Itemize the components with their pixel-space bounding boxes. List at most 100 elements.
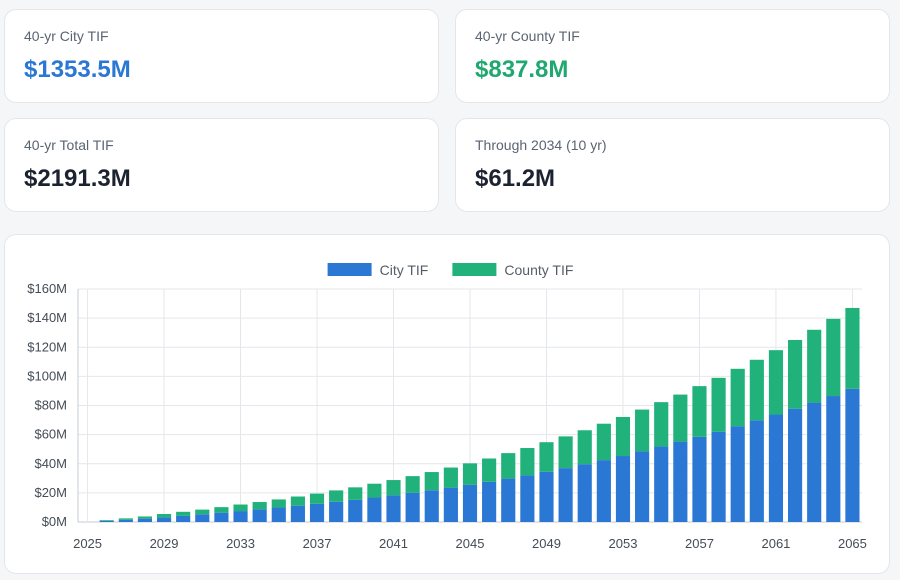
tif-stacked-bar-chart: $0M $20M $40M $60M $80M $100M $120M $140M $160M 2… bbox=[27, 262, 867, 551]
stat-card-county: 40-yr County TIF $837.8M bbox=[455, 9, 890, 103]
bar-segment bbox=[137, 516, 153, 519]
bar-segment bbox=[635, 409, 650, 452]
bar-segment bbox=[501, 453, 516, 479]
y-tick-label: $40M bbox=[34, 456, 67, 471]
y-tick-label: $60M bbox=[34, 427, 67, 442]
legend-label: County TIF bbox=[504, 262, 573, 278]
bar-segment bbox=[730, 426, 745, 522]
bar-segment bbox=[443, 467, 458, 488]
bar-segment bbox=[520, 448, 535, 476]
bar-segment bbox=[558, 468, 573, 522]
x-tick-label: 2041 bbox=[379, 536, 408, 551]
bar-segment bbox=[807, 402, 822, 522]
bar-segment bbox=[673, 441, 688, 522]
bar-segment bbox=[692, 386, 707, 437]
bar-segment bbox=[137, 518, 153, 522]
bar-segment bbox=[271, 499, 286, 508]
y-tick-label: $100M bbox=[27, 368, 67, 383]
stat-card-ten-year: Through 2034 (10 yr) $61.2M bbox=[455, 118, 890, 212]
x-tick-label: 2045 bbox=[456, 536, 485, 551]
bar-segment bbox=[539, 471, 554, 522]
y-tick-label: $140M bbox=[27, 310, 67, 325]
bar-segment bbox=[329, 490, 344, 502]
bar-segment bbox=[749, 359, 764, 421]
bar-segment bbox=[768, 414, 784, 522]
bar-segment bbox=[176, 515, 191, 522]
stat-label: 40-yr County TIF bbox=[475, 28, 580, 44]
x-tick-label: 2025 bbox=[73, 536, 102, 551]
legend-label: City TIF bbox=[380, 262, 429, 278]
bar-segment bbox=[309, 493, 325, 504]
x-tick-label: 2049 bbox=[532, 536, 561, 551]
bar-segment bbox=[635, 451, 650, 522]
bar-segment bbox=[845, 307, 860, 389]
bar-segment bbox=[252, 509, 267, 522]
stat-value: $2191.3M bbox=[24, 165, 131, 192]
bar-segment bbox=[99, 520, 114, 521]
bar-segment bbox=[195, 509, 210, 515]
bar-segment bbox=[826, 318, 841, 397]
bar-segment bbox=[290, 496, 305, 506]
stat-value: $837.8M bbox=[475, 56, 569, 83]
y-tick-label: $0M bbox=[42, 514, 67, 529]
bar-segment bbox=[711, 431, 726, 522]
bar-segment bbox=[214, 507, 229, 513]
bar-segment bbox=[577, 464, 592, 522]
bar-segment bbox=[482, 481, 497, 522]
x-tick-label: 2065 bbox=[838, 536, 867, 551]
bar-segment bbox=[692, 436, 707, 522]
bar-segment bbox=[118, 518, 133, 520]
bar-segment bbox=[99, 520, 114, 522]
bar-segment bbox=[424, 490, 439, 522]
bar-segment bbox=[233, 511, 248, 522]
y-tick-label: $120M bbox=[27, 339, 67, 354]
bar-segment bbox=[405, 492, 420, 522]
bar-segment bbox=[558, 436, 573, 469]
stat-card-city: 40-yr City TIF $1353.5M bbox=[4, 9, 439, 103]
y-tick-label: $160M bbox=[27, 281, 67, 296]
bar-segment bbox=[386, 480, 401, 496]
bar-segment bbox=[443, 487, 458, 522]
bar-segment bbox=[329, 501, 344, 522]
bar-segment bbox=[176, 511, 191, 516]
stat-label: 40-yr City TIF bbox=[24, 28, 109, 44]
x-tick-label: 2033 bbox=[226, 536, 255, 551]
legend-swatch bbox=[452, 263, 497, 276]
bar-segment bbox=[845, 388, 860, 522]
x-tick-label: 2029 bbox=[150, 536, 179, 551]
stat-value: $61.2M bbox=[475, 165, 556, 192]
bar-segment bbox=[424, 472, 439, 491]
x-tick-label: 2037 bbox=[303, 536, 332, 551]
stat-label: 40-yr Total TIF bbox=[24, 137, 114, 153]
bar-segment bbox=[711, 377, 726, 432]
bar-segment bbox=[462, 484, 478, 522]
bar-segment bbox=[654, 402, 669, 447]
bar-segment bbox=[156, 513, 172, 518]
bar-segment bbox=[539, 442, 554, 472]
bar-segment bbox=[749, 420, 764, 522]
bar-segment bbox=[309, 503, 325, 522]
bar-segment bbox=[826, 396, 841, 522]
bar-segment bbox=[596, 423, 611, 461]
stat-card-total: 40-yr Total TIF $2191.3M bbox=[4, 118, 439, 212]
bar-segment bbox=[501, 478, 516, 522]
bar-segment bbox=[405, 476, 420, 493]
bar-segment bbox=[787, 339, 803, 409]
stat-label: Through 2034 (10 yr) bbox=[475, 137, 607, 153]
bar-segment bbox=[367, 483, 382, 498]
bar-segment bbox=[654, 446, 669, 522]
bar-segment bbox=[195, 514, 210, 522]
bar-segment bbox=[462, 463, 478, 485]
bar-segment bbox=[768, 350, 784, 415]
bar-segment bbox=[156, 517, 172, 522]
bar-segment bbox=[673, 394, 688, 442]
bar-segment bbox=[787, 408, 803, 522]
bar-segment bbox=[520, 475, 535, 522]
bar-segment bbox=[367, 497, 382, 522]
bar-segment bbox=[233, 504, 248, 512]
bar-segment bbox=[348, 499, 363, 522]
bar-segment bbox=[118, 519, 133, 522]
bar-segment bbox=[482, 458, 497, 482]
x-tick-label: 2061 bbox=[761, 536, 790, 551]
bar-segment bbox=[730, 368, 745, 427]
